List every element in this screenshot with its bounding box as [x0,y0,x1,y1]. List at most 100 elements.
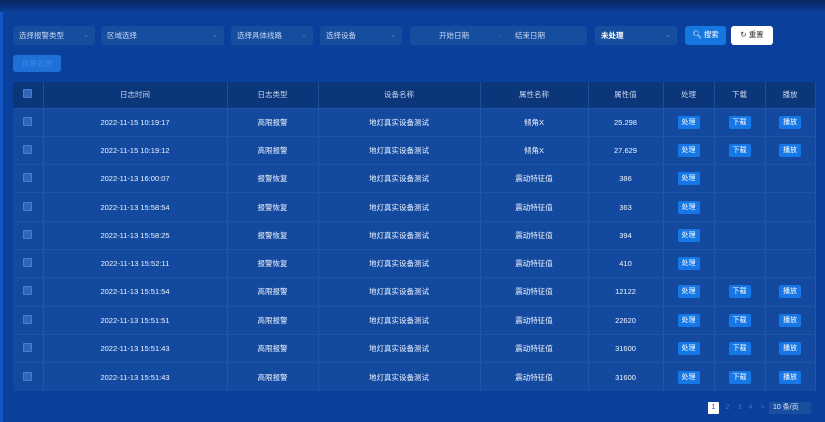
alarm-type-select[interactable]: 选择报警类型 ⌄ [13,26,95,45]
cell-play [765,192,816,222]
cell-value: 31600 [588,362,664,391]
cell-type: 报警恢复 [227,220,319,250]
cell-play: 播放 [765,135,816,165]
play-button[interactable]: 播放 [779,342,801,356]
cell-handle: 处理 [663,248,715,278]
row-select-cell[interactable] [13,362,44,391]
row-select-cell[interactable] [13,135,44,165]
row-checkbox[interactable] [23,371,33,381]
handle-button[interactable]: 处理 [677,313,700,327]
cell-download: 下载 [714,107,766,137]
cell-time: 2022-11-13 15:51:43 [43,333,228,363]
cell-attr: 震动特征值 [480,192,589,222]
date-range-picker[interactable]: 开始日期 - 结束日期 [410,26,587,45]
play-button[interactable]: 播放 [779,115,801,129]
header-download: 下载 [714,82,766,108]
batch-process-button[interactable]: 批量处理 [13,55,61,72]
play-button[interactable]: 播放 [779,285,801,299]
search-label: 搜索 [703,30,719,39]
cell-value: 22620 [588,305,664,335]
row-select-cell[interactable] [13,305,44,335]
page-4[interactable]: 4 [748,404,753,411]
end-date-input[interactable]: 结束日期 [515,31,545,40]
select-all-checkbox[interactable] [23,89,33,99]
handle-button[interactable]: 处理 [677,370,700,384]
region-select[interactable]: 区域选择 ⌄ [101,26,224,45]
cell-value: 386 [588,164,664,193]
reset-button[interactable]: ↻ 重置 [731,26,773,45]
cell-time: 2022-11-15 10:19:17 [43,107,228,137]
row-checkbox[interactable] [23,314,33,324]
handle-button[interactable]: 处理 [677,200,700,214]
row-select-cell[interactable] [13,220,44,250]
header-type: 日志类型 [227,82,319,108]
download-button[interactable]: 下载 [728,143,751,157]
cell-value: 12122 [588,277,664,307]
download-button[interactable]: 下载 [728,285,751,299]
header-value: 属性值 [588,82,664,108]
device-select[interactable]: 选择设备 ⌄ [320,26,402,45]
chevron-down-icon: ⌄ [212,32,218,39]
row-checkbox[interactable] [23,229,33,239]
row-select-cell[interactable] [13,164,44,193]
cell-handle: 处理 [663,164,715,193]
row-checkbox[interactable] [23,343,33,353]
cell-download [714,220,766,250]
cell-time: 2022-11-13 15:52:11 [43,248,228,278]
cell-play: 播放 [765,277,816,307]
cell-handle: 处理 [663,305,715,335]
cell-time: 2022-11-13 15:51:51 [43,305,228,335]
handle-button[interactable]: 处理 [677,115,700,129]
row-select-cell[interactable] [13,192,44,222]
handle-button[interactable]: 处理 [677,143,700,157]
table-row: 2022-11-15 10:19:12 高限报警 地灯真实设备测试 倾角X 27… [13,135,816,165]
row-checkbox[interactable] [23,144,33,154]
row-checkbox[interactable] [23,201,33,211]
play-button[interactable]: 播放 [779,370,801,384]
header-time: 日志时间 [43,82,228,108]
row-checkbox[interactable] [23,116,33,126]
table-header: 日志时间 日志类型 设备名称 属性名称 属性值 处理 下载 播放 [13,82,816,108]
cell-time: 2022-11-13 15:58:25 [43,220,228,250]
cell-play: 播放 [765,305,816,335]
search-button[interactable]: 🔍︎ 搜索 [685,26,726,45]
region-placeholder: 区域选择 [107,31,137,40]
row-select-cell[interactable] [13,333,44,363]
line-select[interactable]: 选择具体线路 ⌄ [231,26,313,45]
cell-value: 25.298 [588,107,664,137]
next-page-button[interactable]: > [760,404,765,411]
play-button[interactable]: 播放 [779,143,801,157]
cell-download [714,192,766,222]
cell-type: 高限报警 [227,135,319,165]
play-button[interactable]: 播放 [779,313,801,327]
cell-download [714,164,766,193]
download-button[interactable]: 下载 [728,115,751,129]
handle-button[interactable]: 处理 [677,172,700,186]
row-checkbox[interactable] [23,173,33,183]
start-date-input[interactable]: 开始日期 [439,31,469,40]
handle-button[interactable]: 处理 [677,257,700,271]
cell-attr: 震动特征值 [480,220,589,250]
download-button[interactable]: 下载 [728,370,751,384]
cell-type: 报警恢复 [227,248,319,278]
select-all-cell[interactable] [13,82,44,108]
header-handle: 处理 [663,82,715,108]
page-2[interactable]: 2 [725,404,730,411]
page-1[interactable]: 1 [708,402,719,414]
status-select[interactable]: 未处理 ⌄ [595,26,677,45]
page-3[interactable]: 3 [737,404,742,411]
row-select-cell[interactable] [13,107,44,137]
row-select-cell[interactable] [13,248,44,278]
handle-button[interactable]: 处理 [677,342,700,356]
cell-play: 播放 [765,362,816,391]
download-button[interactable]: 下载 [728,342,751,356]
handle-button[interactable]: 处理 [677,228,700,242]
table-row: 2022-11-13 15:58:54 报警恢复 地灯真实设备测试 震动特征值 … [13,192,816,222]
row-checkbox[interactable] [23,286,33,296]
cell-value: 363 [588,192,664,222]
download-button[interactable]: 下载 [728,313,751,327]
page-size-select[interactable]: 10 条/页 [769,402,811,414]
row-checkbox[interactable] [23,258,33,268]
handle-button[interactable]: 处理 [677,285,700,299]
row-select-cell[interactable] [13,277,44,307]
